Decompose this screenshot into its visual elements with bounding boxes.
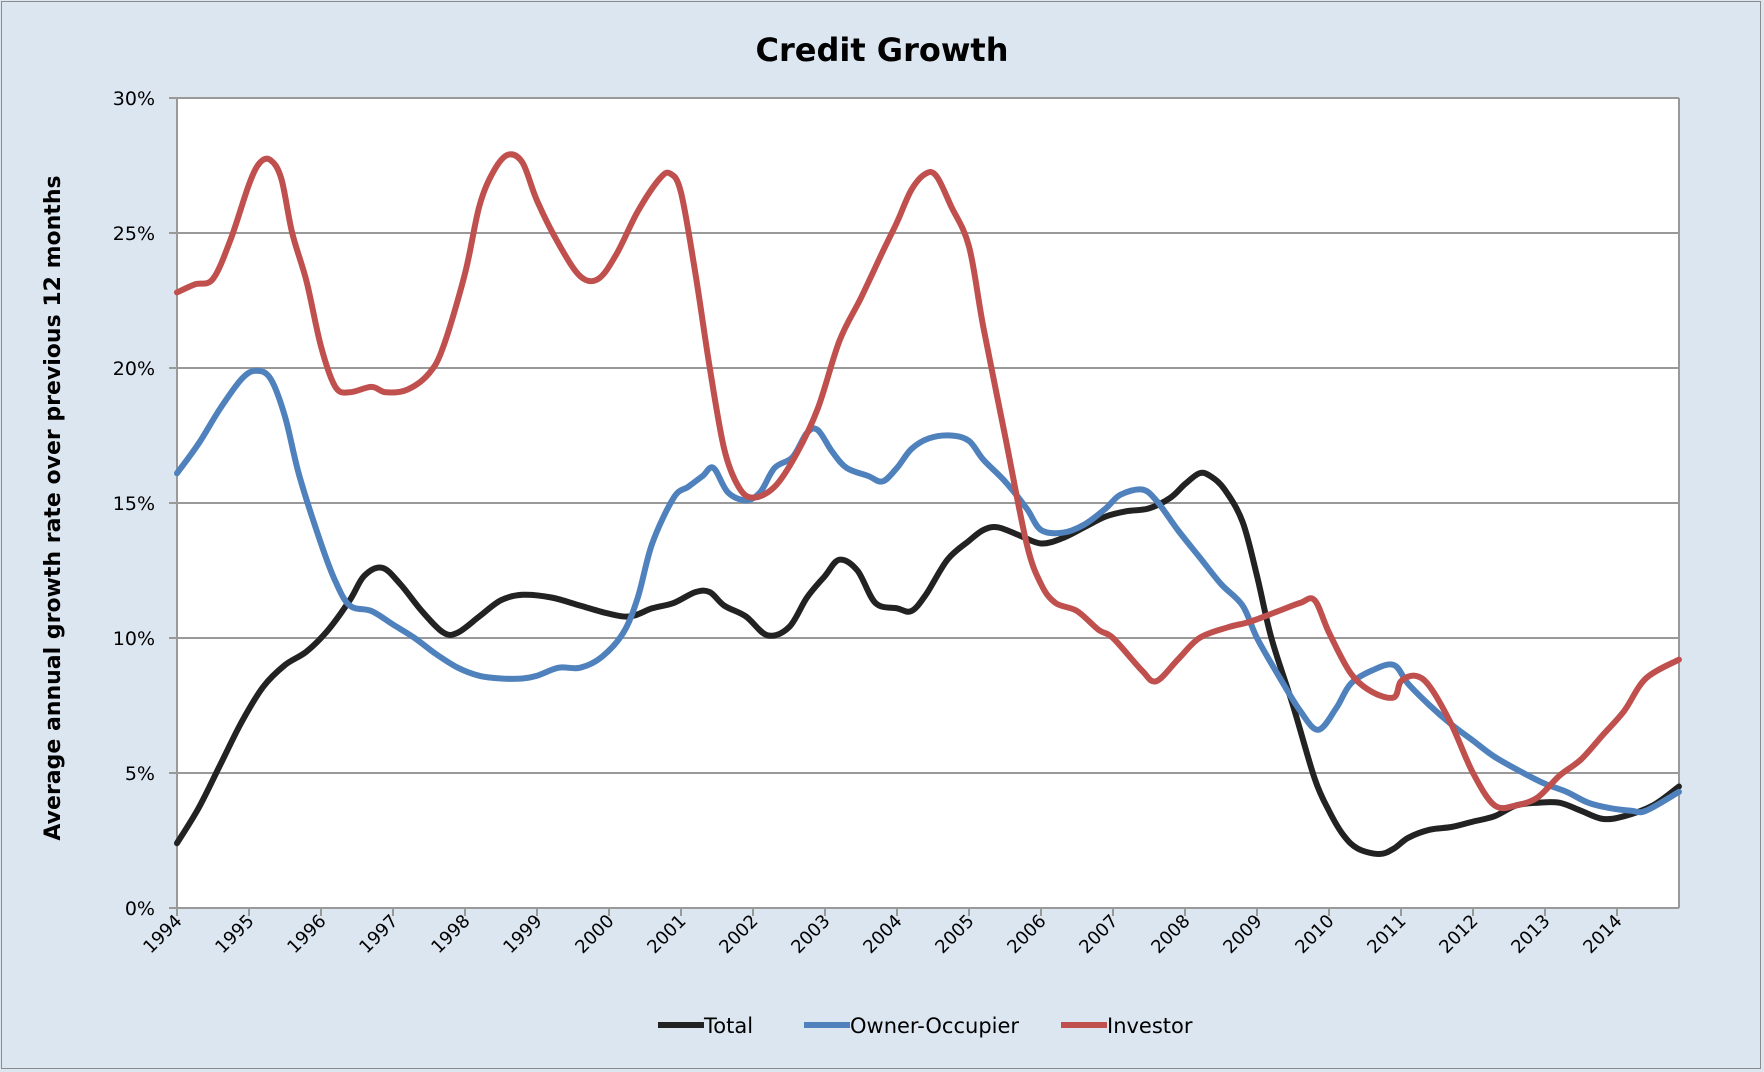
series-line-investor <box>174 151 1682 812</box>
x-tick-label: 2006 <box>1003 911 1050 958</box>
legend-label: Owner-Occupier <box>850 1014 1019 1038</box>
legend-label: Investor <box>1107 1014 1193 1038</box>
x-tick-label: 2014 <box>1579 911 1626 958</box>
y-tick-label: 20% <box>113 358 155 380</box>
x-tick-label: 2011 <box>1363 911 1410 958</box>
series-line-owner-occupier <box>174 367 1682 816</box>
x-tick-label: 1997 <box>355 911 402 958</box>
y-axis-title: Average annual growth rate over previous… <box>41 175 66 840</box>
x-tick-label: 2008 <box>1147 911 1194 958</box>
x-tick-label: 2007 <box>1075 911 1122 958</box>
y-tick-label: 0% <box>125 898 155 920</box>
y-tick-label: 15% <box>113 493 155 515</box>
x-tick-label: 2003 <box>787 911 834 958</box>
x-tick-label: 2012 <box>1435 911 1482 958</box>
x-tick-label: 1995 <box>211 911 258 958</box>
y-tick-label: 25% <box>113 223 155 245</box>
x-tick-label: 1998 <box>427 911 474 958</box>
x-tick-label: 2005 <box>931 911 978 958</box>
x-tick-label: 2002 <box>715 911 762 958</box>
series-line-total <box>174 469 1682 857</box>
y-tick-label: 5% <box>125 763 155 785</box>
chart-title: Credit Growth <box>756 31 1009 69</box>
x-tick-label: 2010 <box>1291 911 1338 958</box>
x-tick-label: 2013 <box>1507 911 1554 958</box>
legend-label: Total <box>703 1014 753 1038</box>
x-tick-label: 2001 <box>643 911 690 958</box>
y-tick-label: 30% <box>113 88 155 110</box>
x-tick-label: 1996 <box>283 911 330 958</box>
x-tick-label: 1999 <box>499 911 546 958</box>
x-tick-label: 2009 <box>1219 911 1266 958</box>
x-tick-label: 2004 <box>859 911 906 958</box>
y-tick-label: 10% <box>113 628 155 650</box>
x-tick-label: 2000 <box>571 911 618 958</box>
